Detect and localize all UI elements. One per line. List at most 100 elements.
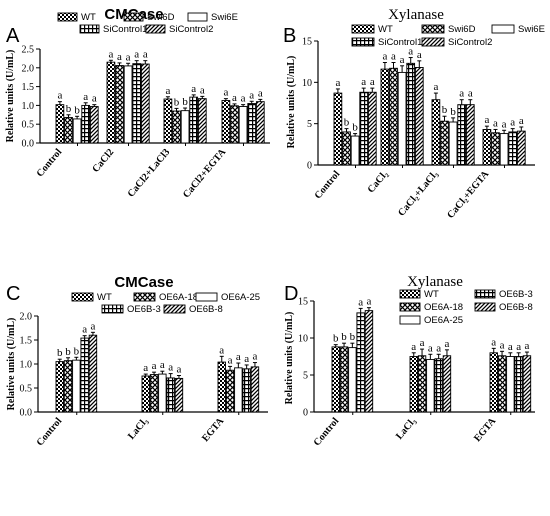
bar (55, 361, 64, 413)
x-category-label: EGTA (200, 415, 227, 444)
bar (333, 92, 343, 166)
y-tick-label: 0.5 (22, 120, 35, 131)
significance-letter: a (519, 115, 524, 127)
bar (465, 104, 475, 166)
y-axis-label: Relative units (U/mL) (5, 50, 16, 143)
bar (339, 346, 349, 413)
y-tick-label: 10 (298, 334, 308, 345)
x-category-label: CaCl2+EGTA (181, 146, 229, 200)
bar (491, 132, 500, 166)
chart-title: Xylanase (388, 7, 444, 23)
significance-letter: a (249, 89, 254, 101)
legend-label: OE6B-3 (499, 289, 533, 300)
x-category-label: CaCl2 (90, 147, 116, 175)
chart-title: CMCase (114, 274, 173, 291)
legend-swatch (421, 37, 445, 47)
significance-letter: a (253, 351, 258, 363)
significance-letter: a (367, 296, 372, 308)
legend-label: Swi6E (211, 12, 238, 23)
bar (230, 105, 239, 144)
bar (367, 91, 377, 166)
y-axis-label: Relative units (U/mL) (284, 312, 295, 405)
legend-label: SiControl1 (103, 24, 147, 35)
significance-letter: a (411, 341, 416, 353)
legend-swatch (71, 292, 94, 302)
y-tick-label: 15 (302, 37, 312, 48)
y-tick-label: 0.5 (20, 384, 33, 395)
significance-letter: a (433, 81, 438, 93)
y-tick-label: 5 (307, 119, 312, 130)
panels-layer: A CMCase 0.0 0.5 1.0 1.5 2.0 2.5 Relative units … (5, 6, 545, 448)
legend-label: WT (81, 12, 96, 23)
bar (364, 310, 374, 413)
panel-letter: A (6, 25, 20, 47)
significance-letter: b (344, 117, 350, 129)
y-tick-label: 1.0 (22, 101, 35, 112)
significance-letter: a (358, 296, 363, 308)
bar (359, 91, 369, 166)
legend: WT OE6B-3 OE6A-18 OE6B-8 OE6A-25 (399, 289, 533, 326)
significance-letter: b (182, 96, 188, 108)
legend-swatch (351, 37, 375, 47)
legend-label: WT (378, 24, 393, 35)
y-tick-label: 1.5 (22, 82, 35, 93)
significance-letter: a (525, 340, 530, 352)
y-axis-label: Relative units (U/mL) (6, 318, 17, 411)
bar (426, 359, 435, 413)
significance-letter: b (57, 347, 63, 359)
legend-swatch (123, 12, 144, 22)
bar (406, 62, 416, 166)
bar (88, 334, 98, 413)
bar (508, 131, 518, 166)
legend-label: Swi6D (147, 12, 175, 23)
y-tick-label: 0 (307, 161, 312, 172)
significance-letter: a (228, 354, 233, 366)
x-category-label: Control (313, 169, 343, 202)
legend-label: Swi6D (448, 24, 476, 35)
bar (106, 61, 116, 144)
bar (242, 368, 251, 413)
significance-letter: a (510, 117, 515, 129)
bar (397, 71, 407, 166)
x-category-label: Control (312, 416, 342, 449)
bar (497, 355, 507, 413)
significance-letter: b (333, 333, 339, 345)
bar (197, 98, 207, 144)
legend-label: WT (97, 292, 112, 303)
significance-letter: a (417, 49, 422, 61)
bar (141, 375, 150, 413)
significance-letter: a (134, 49, 139, 61)
bar (55, 104, 65, 144)
legend-swatch (399, 302, 421, 312)
x-category-label: CaCl2+LaCl3 (126, 147, 173, 200)
significance-letter: a (200, 84, 205, 96)
significance-letter: a (92, 93, 97, 105)
significance-letter: a (420, 337, 425, 349)
panel-letter: B (283, 25, 296, 47)
significance-letter: b (174, 96, 180, 108)
legend-swatch (187, 12, 208, 22)
significance-letter: b (66, 103, 72, 115)
legend-label: OE6B-8 (499, 302, 533, 313)
legend: WT OE6A-18 OE6A-25 OE6B-3 OE6B-8 (71, 292, 260, 315)
significance-letter: a (160, 359, 165, 371)
x-category-label: CaCl₂+LaCl₃ (396, 169, 440, 219)
significance-letter: a (400, 54, 405, 66)
x-category-label: Control (35, 416, 65, 449)
y-tick-label: 1.5 (20, 336, 33, 347)
legend-swatch (145, 24, 166, 34)
bar (115, 65, 124, 144)
bar (255, 101, 265, 144)
significance-letter: a (502, 118, 507, 130)
significance-letter: a (370, 76, 375, 88)
bar (442, 355, 452, 413)
legend-swatch (351, 24, 375, 34)
bar (331, 346, 340, 413)
x-category-label: CaCl₂+EGTA (445, 168, 492, 220)
bar (499, 133, 509, 166)
significance-letter: b (442, 104, 448, 116)
significance-letter: b (74, 345, 80, 357)
